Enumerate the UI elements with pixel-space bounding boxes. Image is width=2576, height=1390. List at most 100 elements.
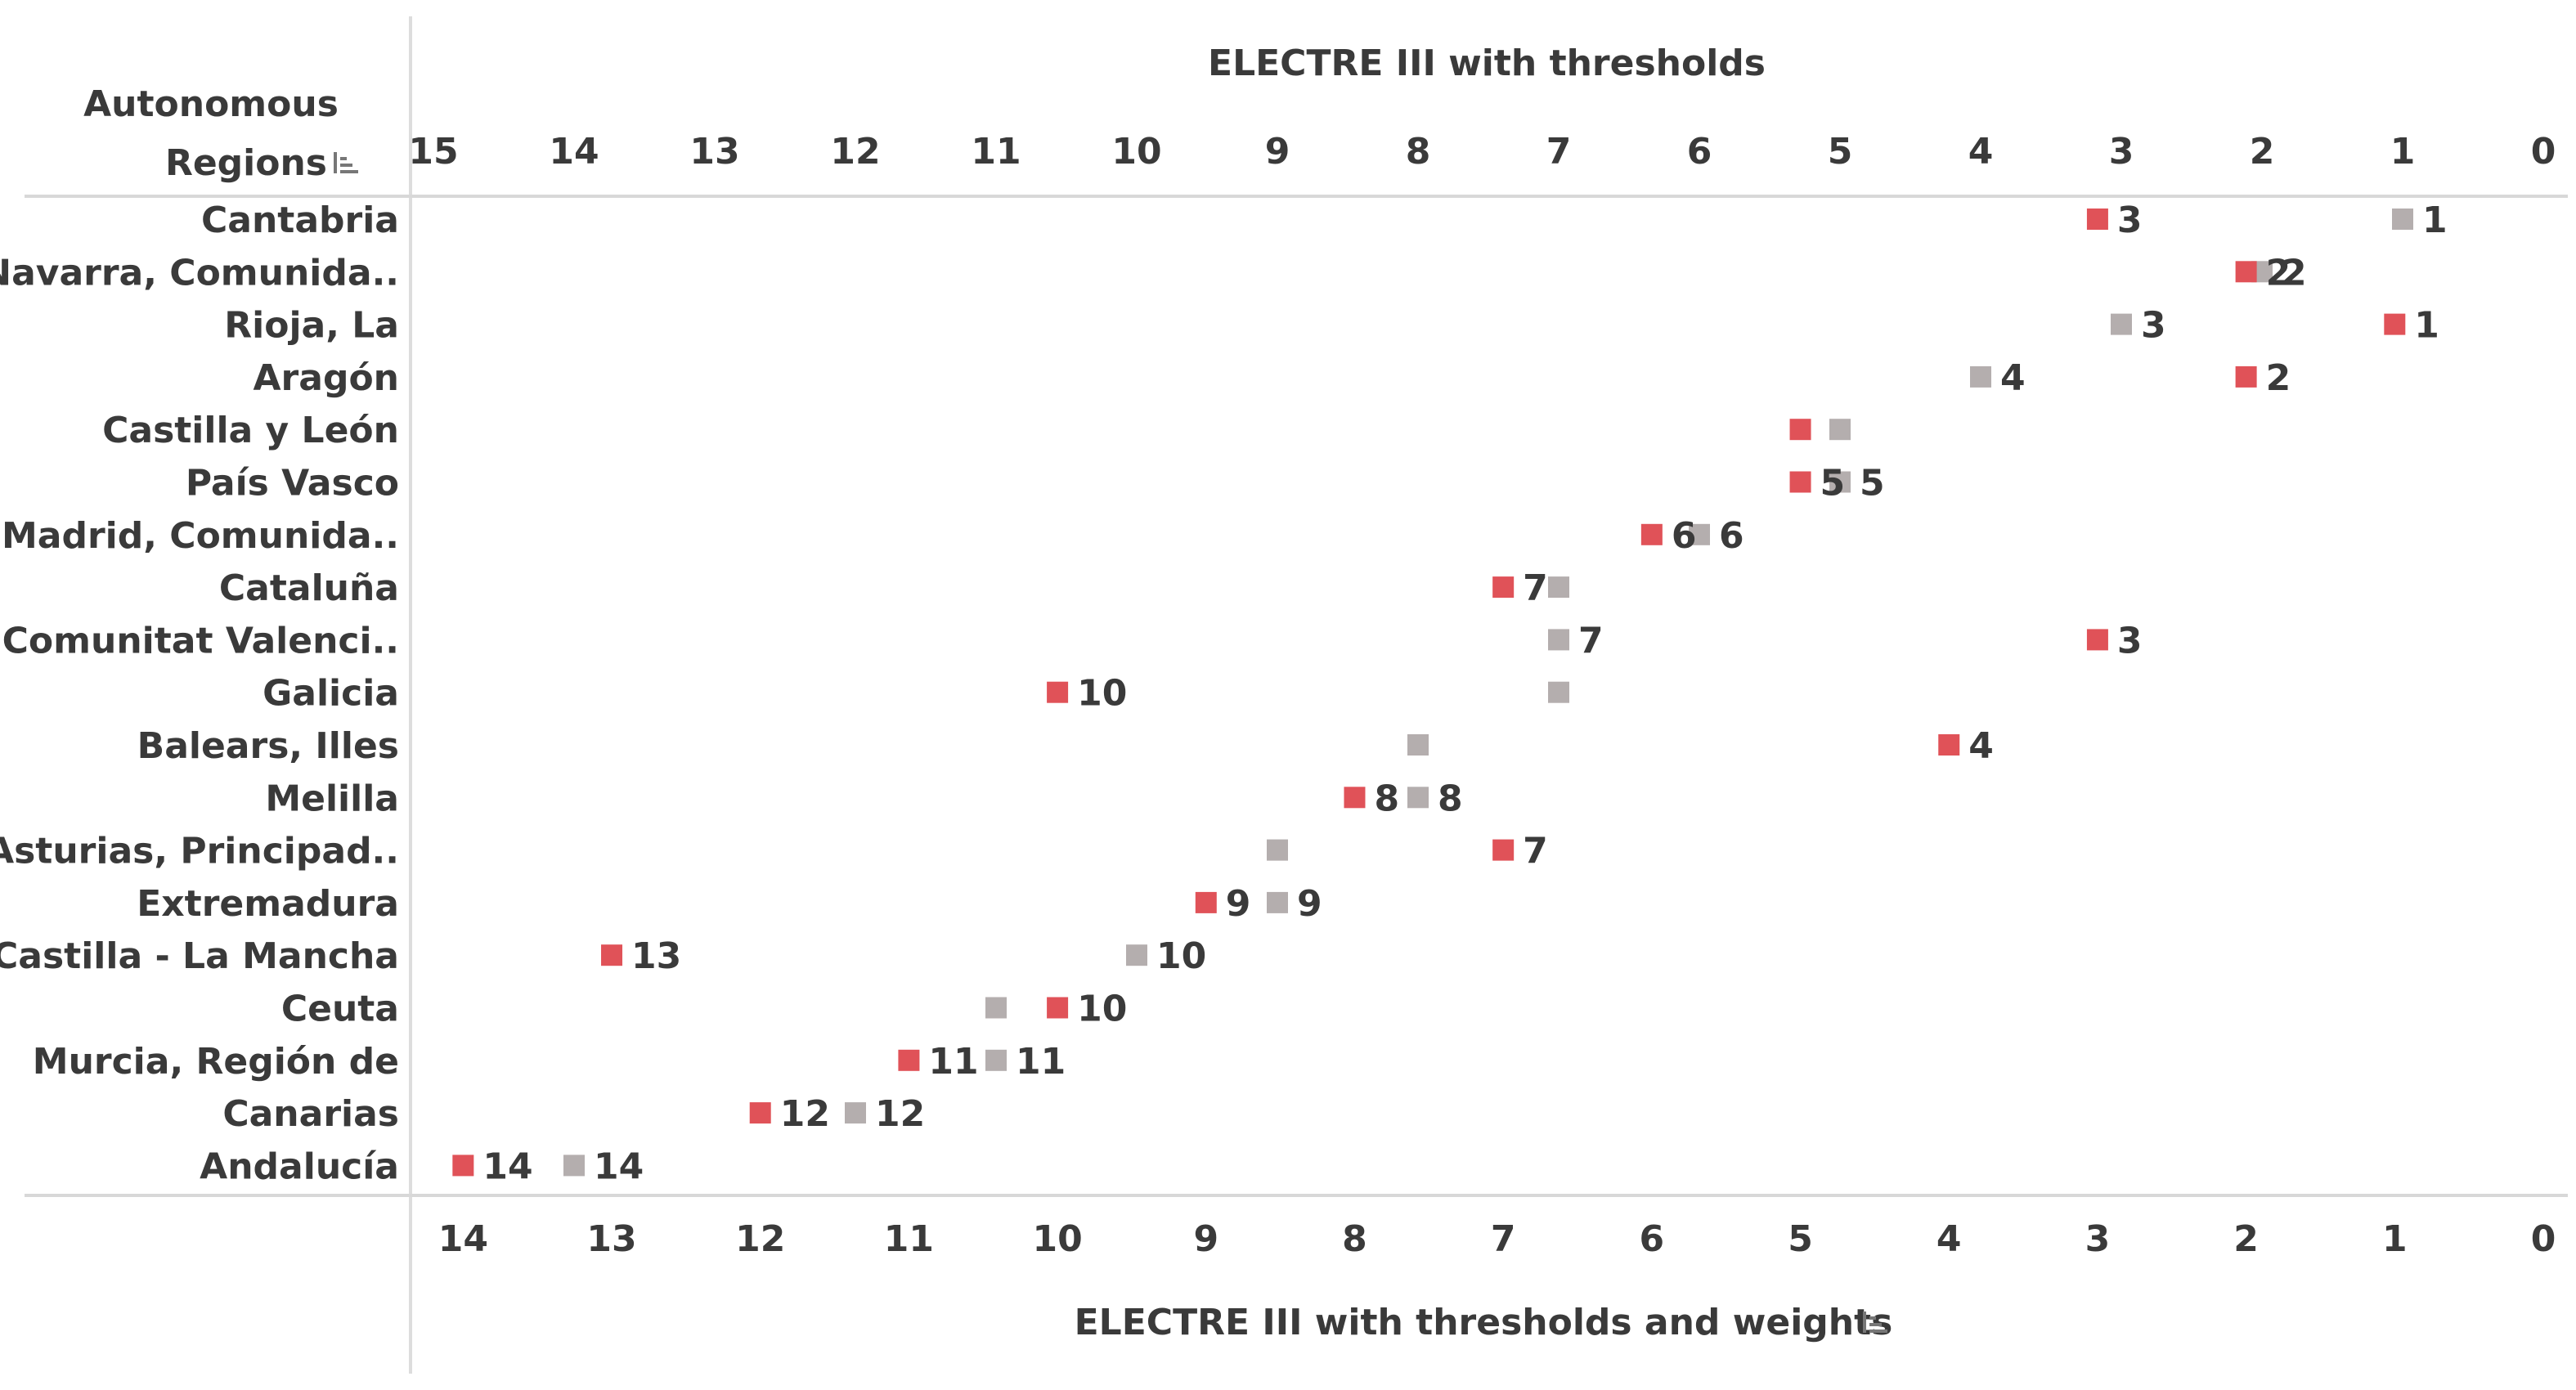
region-row[interactable]: Navarra, Comunida.. 22 [0,252,2307,294]
region-row[interactable]: Aragón 4 2 [254,357,2291,399]
marker-thresholds[interactable] [1829,471,1851,493]
top-axis-tick: 13 [689,131,739,173]
region-label: Madrid, Comunida.. [2,515,399,557]
top-axis-tick: 14 [549,131,599,173]
data-label-thresholds-weights: 4 [1968,725,1994,767]
data-label-thresholds: 6 [1719,515,1744,557]
data-label-thresholds: 4 [2000,357,2026,399]
data-label-thresholds-weights: 1 [2414,305,2439,347]
region-row[interactable]: Cataluña 7 [219,567,1569,609]
marker-thresholds[interactable] [563,1155,585,1177]
data-label-thresholds-weights: 14 [482,1146,532,1187]
bottom-axis-tick: 10 [1032,1218,1082,1260]
bottom-axis-tick: 8 [1342,1218,1367,1260]
bottom-axis-tick: 13 [586,1218,636,1260]
region-row[interactable]: Balears, Illes 4 [137,725,1994,767]
bottom-axis-tick: 1 [2382,1218,2408,1260]
region-row[interactable]: Comunitat Valenci.. 7 3 [2,620,2143,661]
marker-thresholds[interactable] [845,1102,866,1124]
region-row[interactable]: Ceuta 10 [281,989,1128,1030]
top-axis-tick: 6 [1687,131,1712,173]
bottom-axis-tick: 0 [2531,1218,2556,1260]
bottom-axis-tick: 7 [1491,1218,1516,1260]
region-row[interactable]: Rioja, La 3 1 [224,305,2439,347]
marker-thresholds[interactable] [1689,523,1710,545]
marker-thresholds-weights[interactable] [749,1102,771,1124]
marker-thresholds[interactable] [1970,365,1991,388]
data-label-thresholds-weights: 8 [1374,778,1399,819]
region-row[interactable]: Castilla y León [102,410,1851,451]
data-label-thresholds-weights: 13 [631,935,681,977]
marker-thresholds[interactable] [1407,734,1429,756]
region-label: Asturias, Principad.. [0,831,399,872]
region-row[interactable]: Galicia 10 [263,673,1569,715]
region-row[interactable]: Murcia, Región de 11 11 [33,1041,1066,1083]
marker-thresholds[interactable] [2392,208,2413,230]
top-axis-tick: 10 [1111,131,1161,173]
region-row[interactable]: Extremadura 9 9 [137,883,1322,925]
sort-descending-icon[interactable] [334,152,358,173]
data-label-thresholds: 9 [1297,883,1322,925]
data-label-thresholds-weights: 12 [780,1093,830,1135]
region-label: Rioja, La [224,305,399,347]
bottom-axis-title: ELECTRE III with thresholds and weights [1075,1302,1893,1343]
marker-thresholds-weights[interactable] [2235,261,2257,283]
region-row[interactable]: Asturias, Principad.. 7 [0,831,1548,872]
marker-thresholds-weights[interactable] [1047,997,1069,1019]
marker-thresholds[interactable] [1548,629,1569,651]
marker-thresholds[interactable] [1829,419,1851,441]
marker-thresholds-weights[interactable] [2086,629,2108,651]
marker-thresholds-weights[interactable] [2235,365,2257,388]
bottom-axis-tick: 2 [2233,1218,2259,1260]
region-row[interactable]: Madrid, Comunida.. 66 [2,515,1744,557]
data-label-thresholds: 12 [875,1093,925,1135]
marker-thresholds-weights[interactable] [1047,681,1069,703]
marker-thresholds[interactable] [1267,891,1288,913]
region-label: Canarias [222,1093,399,1135]
marker-thresholds-weights[interactable] [1789,471,1811,493]
marker-thresholds-weights[interactable] [452,1155,474,1177]
marker-thresholds-weights[interactable] [1195,891,1217,913]
region-label: Navarra, Comunida.. [0,252,399,294]
marker-thresholds[interactable] [1267,839,1288,861]
region-label: Ceuta [281,989,399,1030]
sort-descending-icon[interactable] [1863,1312,1887,1333]
region-label: Castilla y León [102,410,399,451]
marker-thresholds[interactable] [1126,944,1147,966]
marker-thresholds[interactable] [985,1049,1007,1071]
region-label: Aragón [254,357,400,399]
region-label: Comunitat Valenci.. [2,620,399,661]
bottom-axis-title-group: ELECTRE III with thresholds and weights [1075,1302,1893,1343]
top-axis-tick: 1 [2390,131,2416,173]
region-row[interactable]: Castilla - La Mancha 10 13 [0,935,1206,977]
marker-thresholds-weights[interactable] [1938,734,1960,756]
bottom-axis-tick: 4 [1936,1218,1962,1260]
marker-thresholds[interactable] [985,997,1007,1019]
region-row[interactable]: Andalucía 14 14 [200,1146,644,1187]
data-label-thresholds: 2 [2282,252,2307,294]
top-axis-tick: 15 [408,131,458,173]
marker-thresholds-weights[interactable] [2086,208,2108,230]
marker-thresholds[interactable] [1548,681,1569,703]
marker-thresholds-weights[interactable] [601,944,623,966]
marker-thresholds-weights[interactable] [1640,523,1663,545]
region-row[interactable]: Melilla 88 [265,778,1462,819]
bottom-axis-ticks: 14 13 12 11 10 9 8 7 6 5 4 3 2 1 0 [438,1218,2556,1260]
top-axis-tick: 4 [1968,131,1994,173]
marker-thresholds-weights[interactable] [1492,839,1515,861]
marker-thresholds-weights[interactable] [1789,419,1811,441]
bottom-axis-tick: 14 [438,1218,488,1260]
marker-thresholds-weights[interactable] [898,1049,920,1071]
region-label: País Vasco [186,463,399,504]
marker-thresholds[interactable] [2111,313,2132,335]
marker-thresholds-weights[interactable] [1344,787,1366,809]
region-row[interactable]: Canarias 12 12 [222,1093,925,1135]
region-row[interactable]: País Vasco 55 [186,463,1885,504]
marker-thresholds[interactable] [1407,787,1429,809]
marker-thresholds-weights[interactable] [2384,313,2406,335]
marker-thresholds[interactable] [1548,576,1569,599]
marker-thresholds-weights[interactable] [1492,576,1515,599]
region-row[interactable]: Cantabria 1 3 [201,200,2448,241]
